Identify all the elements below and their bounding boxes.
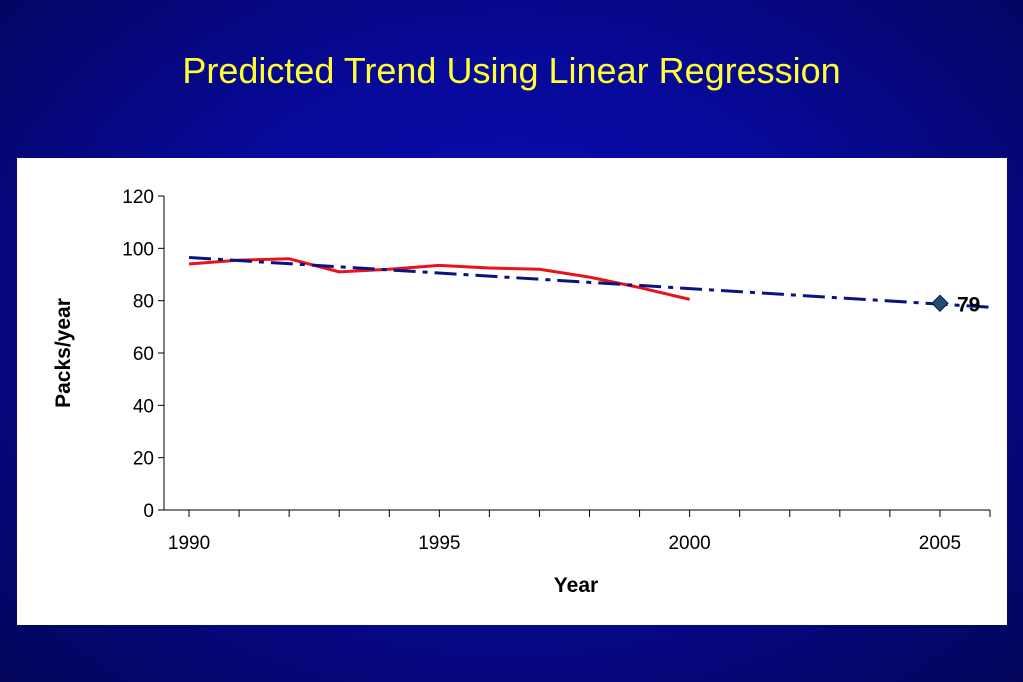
prediction-marker bbox=[931, 294, 949, 312]
x-tick-label: 2005 bbox=[919, 533, 961, 554]
y-tick-label: 120 bbox=[122, 187, 154, 208]
chart-annotations: 79 bbox=[931, 293, 980, 316]
x-tick-label: 1990 bbox=[168, 533, 210, 554]
y-tick-label: 20 bbox=[133, 449, 154, 470]
chart-panel: 0 20 40 60 80 100 120 1990 1995 2000 2005 79 Year … bbox=[17, 158, 1007, 625]
chart-series bbox=[188, 255, 991, 309]
trend-line-series bbox=[188, 255, 991, 309]
y-tick-label: 100 bbox=[122, 239, 154, 260]
chart-axes bbox=[163, 196, 990, 511]
prediction-data-label: 79 bbox=[957, 293, 980, 316]
x-axis-title: Year bbox=[554, 574, 598, 597]
y-tick-label: 0 bbox=[143, 501, 154, 522]
y-tick-label: 40 bbox=[133, 396, 154, 417]
slide-title: Predicted Trend Using Linear Regression bbox=[182, 50, 841, 91]
x-tick-label: 1995 bbox=[418, 533, 460, 554]
chart-ticks: 0 20 40 60 80 100 120 1990 1995 2000 2005 bbox=[122, 187, 991, 554]
actual-line-series bbox=[188, 257, 690, 301]
y-axis-title: Packs/year bbox=[52, 298, 75, 408]
x-tick-label: 2000 bbox=[668, 533, 710, 554]
y-tick-label: 80 bbox=[133, 292, 154, 313]
y-tick-label: 60 bbox=[133, 344, 154, 365]
